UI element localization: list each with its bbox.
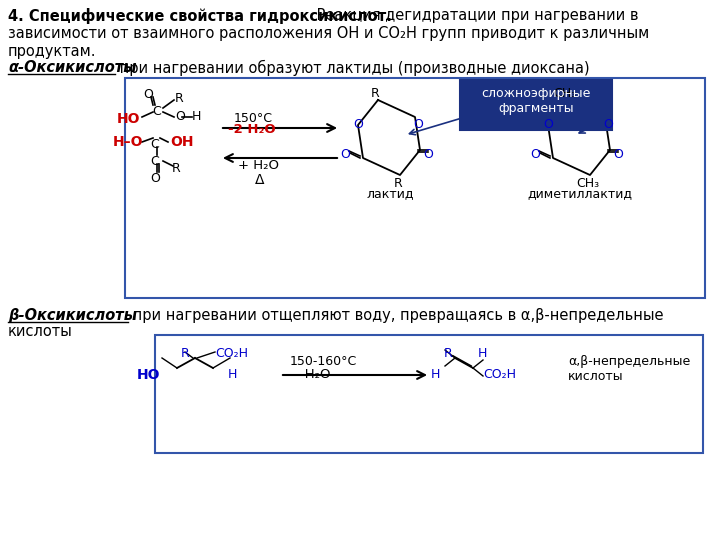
- Text: H: H: [431, 368, 440, 381]
- Text: HO: HO: [137, 368, 160, 382]
- Text: α-Оксикислоты: α-Оксикислоты: [8, 60, 137, 75]
- Text: 150-160°C: 150-160°C: [290, 355, 357, 368]
- Text: R: R: [394, 177, 402, 190]
- Text: H: H: [228, 368, 238, 381]
- Text: 4. Специфические свойства гидроксикислот.: 4. Специфические свойства гидроксикислот…: [8, 8, 392, 24]
- Text: O: O: [543, 118, 553, 131]
- FancyBboxPatch shape: [155, 335, 703, 453]
- Text: CH₃: CH₃: [554, 87, 577, 100]
- Text: O: O: [613, 148, 623, 161]
- Text: O: O: [413, 118, 423, 131]
- Text: R: R: [444, 347, 452, 360]
- Text: O: O: [340, 148, 350, 161]
- Text: C: C: [150, 155, 159, 168]
- Text: при нагревании образуют лактиды (производные диоксана): при нагревании образуют лактиды (произво…: [115, 60, 590, 76]
- FancyBboxPatch shape: [460, 80, 612, 130]
- Text: CO₂H: CO₂H: [483, 368, 516, 381]
- Text: -2 H₂O: -2 H₂O: [228, 123, 276, 136]
- FancyBboxPatch shape: [125, 78, 705, 298]
- Text: + H₂O: + H₂O: [238, 159, 279, 172]
- Text: сложноэфирные
фрагменты: сложноэфирные фрагменты: [481, 87, 590, 115]
- Text: C: C: [150, 138, 159, 151]
- Text: Δ: Δ: [256, 173, 265, 187]
- Text: 150°C: 150°C: [234, 112, 273, 125]
- Text: кислоты: кислоты: [8, 324, 73, 339]
- Text: O: O: [353, 118, 363, 131]
- Text: при нагревании отщепляют воду, превращаясь в α,β-непредельные: при нагревании отщепляют воду, превращая…: [128, 308, 664, 323]
- Text: O: O: [530, 148, 540, 161]
- Text: Реакция дегидратации при нагревании в: Реакция дегидратации при нагревании в: [312, 8, 639, 23]
- Text: O: O: [175, 110, 185, 123]
- Text: R: R: [172, 162, 181, 175]
- Text: O: O: [150, 172, 160, 185]
- Text: H: H: [478, 347, 487, 360]
- Text: CO₂H: CO₂H: [215, 347, 248, 360]
- Text: лактид: лактид: [366, 187, 414, 200]
- Text: O: O: [143, 88, 153, 101]
- Text: продуктам.: продуктам.: [8, 44, 96, 59]
- Text: H–O: H–O: [113, 135, 143, 149]
- Text: -H₂O: -H₂O: [300, 368, 330, 381]
- Text: OH: OH: [170, 135, 194, 149]
- Text: R: R: [175, 92, 184, 105]
- Text: C: C: [153, 105, 161, 118]
- Text: R: R: [371, 87, 379, 100]
- Text: β-Оксикислоты: β-Оксикислоты: [8, 308, 137, 323]
- Text: H: H: [192, 110, 202, 123]
- Text: HO: HO: [116, 112, 140, 126]
- Text: CH₃: CH₃: [577, 177, 600, 190]
- Text: R: R: [181, 347, 189, 360]
- Text: α,β-непредельные
кислоты: α,β-непредельные кислоты: [568, 355, 690, 383]
- Text: O: O: [423, 148, 433, 161]
- Text: диметиллактид: диметиллактид: [528, 187, 632, 200]
- Text: O: O: [603, 118, 613, 131]
- Text: зависимости от взаимного расположения ОН и CO₂H групп приводит к различным: зависимости от взаимного расположения ОН…: [8, 26, 649, 41]
